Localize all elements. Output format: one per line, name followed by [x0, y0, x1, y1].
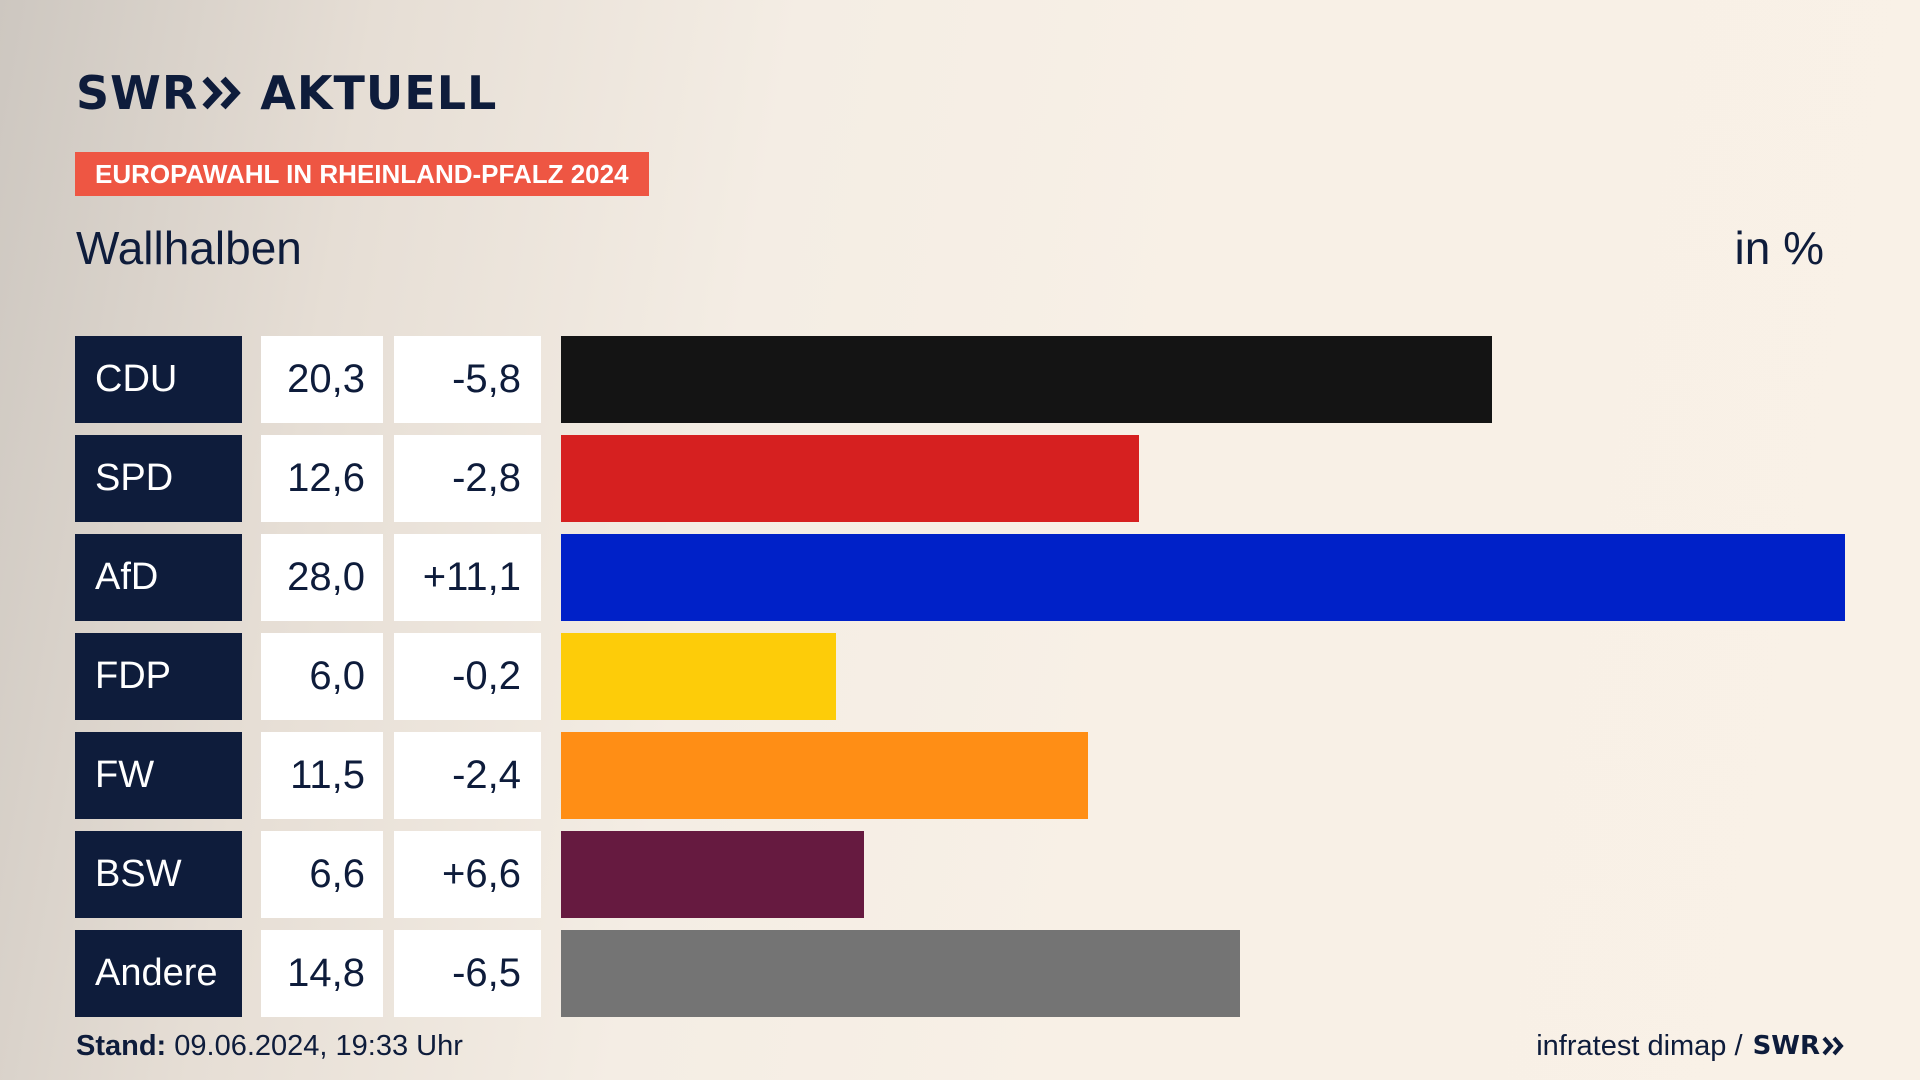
bar-andere	[561, 930, 1240, 1017]
party-label: Andere	[75, 930, 242, 1017]
diff-label: -0,2	[394, 633, 541, 720]
logo-swr-text: SWR	[76, 66, 199, 120]
stand-label: Stand:	[76, 1030, 167, 1062]
unit-label: in %	[1734, 222, 1824, 274]
election-tag: EUROPAWAHL IN RHEINLAND-PFALZ 2024	[75, 152, 649, 196]
party-label: BSW	[75, 831, 242, 918]
double-chevron-icon	[202, 76, 242, 110]
bar-bsw	[561, 831, 864, 918]
result-row-cdu: CDU 20,3 -5,8	[75, 336, 1845, 423]
bar-fw	[561, 732, 1088, 819]
party-label: CDU	[75, 336, 242, 423]
diff-label: -2,4	[394, 732, 541, 819]
diff-label: -5,8	[394, 336, 541, 423]
timestamp: Stand: 09.06.2024, 19:33 Uhr	[76, 1028, 463, 1064]
bar-fdp	[561, 633, 836, 720]
value-label: 28,0	[261, 534, 383, 621]
value-label: 14,8	[261, 930, 383, 1017]
value-label: 11,5	[261, 732, 383, 819]
result-row-bsw: BSW 6,6 +6,6	[75, 831, 1845, 918]
logo-aktuell-text: AKTUELL	[260, 66, 498, 120]
value-label: 20,3	[261, 336, 383, 423]
result-row-fw: FW 11,5 -2,4	[75, 732, 1845, 819]
swr-small-text: SWR	[1752, 1031, 1820, 1061]
double-chevron-small-icon	[1822, 1036, 1844, 1056]
diff-label: -6,5	[394, 930, 541, 1017]
bar-cdu	[561, 336, 1492, 423]
result-row-afd: AfD 28,0 +11,1	[75, 534, 1845, 621]
swr-aktuell-logo: SWR AKTUELL	[76, 66, 497, 120]
result-row-fdp: FDP 6,0 -0,2	[75, 633, 1845, 720]
swr-small-logo: SWR	[1753, 1028, 1844, 1064]
value-label: 6,6	[261, 831, 383, 918]
party-label: SPD	[75, 435, 242, 522]
municipality-title: Wallhalben	[76, 222, 302, 274]
party-label: FW	[75, 732, 242, 819]
result-row-andere: Andere 14,8 -6,5	[75, 930, 1845, 1017]
party-label: FDP	[75, 633, 242, 720]
bar-spd	[561, 435, 1139, 522]
result-row-spd: SPD 12,6 -2,8	[75, 435, 1845, 522]
diff-label: +11,1	[394, 534, 541, 621]
value-label: 6,0	[261, 633, 383, 720]
bar-afd	[561, 534, 1845, 621]
stand-value: 09.06.2024, 19:33 Uhr	[174, 1030, 463, 1062]
diff-label: +6,6	[394, 831, 541, 918]
party-label: AfD	[75, 534, 242, 621]
value-label: 12,6	[261, 435, 383, 522]
diff-label: -2,8	[394, 435, 541, 522]
source-credit: infratest dimap / SWR	[1536, 1028, 1844, 1064]
source-text: infratest dimap /	[1536, 1030, 1743, 1062]
